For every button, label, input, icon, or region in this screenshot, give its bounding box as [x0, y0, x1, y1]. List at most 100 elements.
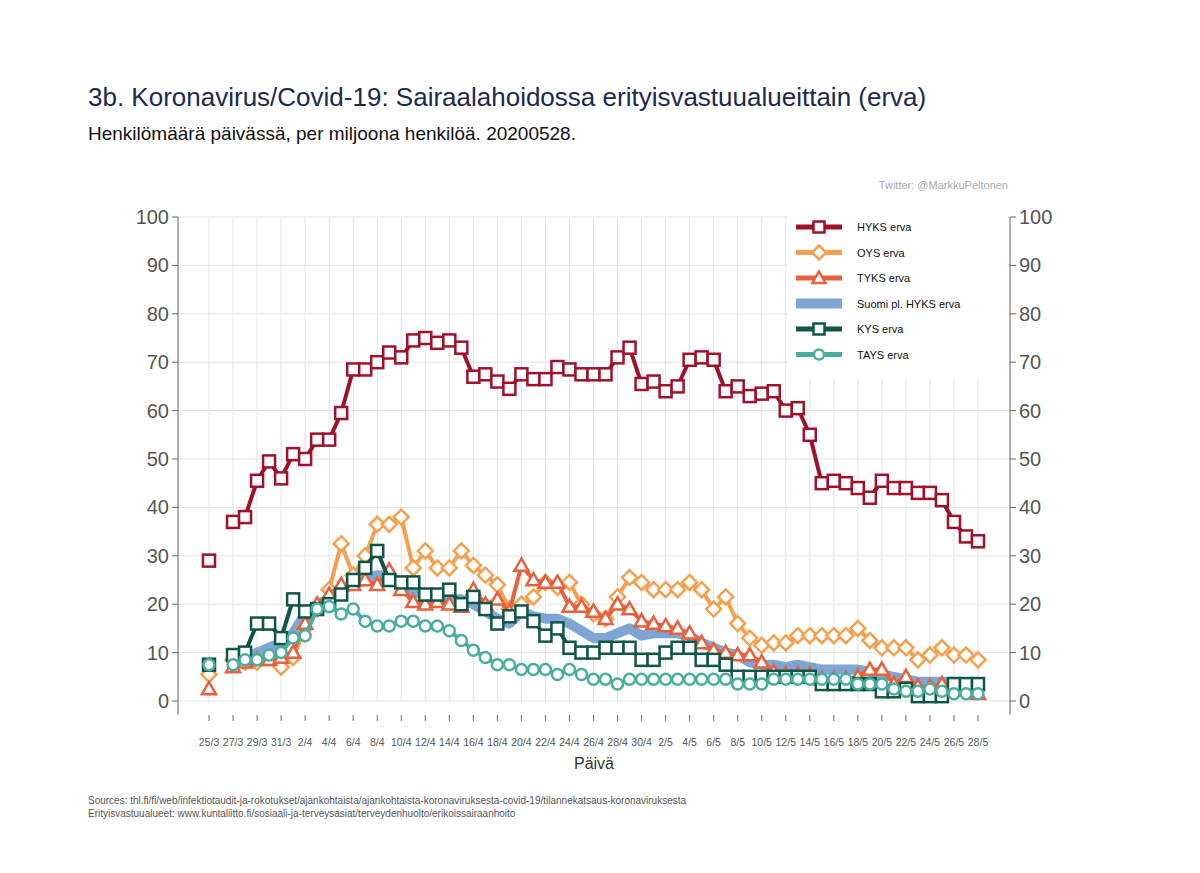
- x-tick-label: 29/3: [247, 736, 268, 748]
- marker: [288, 633, 299, 644]
- legend-label: OYS erva: [857, 247, 906, 259]
- marker: [503, 610, 515, 622]
- x-tick-label: 26/5: [944, 736, 965, 748]
- marker: [383, 347, 395, 359]
- marker: [552, 669, 563, 680]
- y2-tick-label: 100: [1019, 206, 1052, 228]
- marker: [600, 642, 612, 654]
- marker: [240, 654, 251, 665]
- marker: [275, 632, 287, 644]
- x-tick: [353, 715, 354, 721]
- source-note: Erityisvastuualueet: www.kuntaliitto.fi/…: [88, 808, 516, 819]
- marker: [647, 617, 661, 629]
- marker: [526, 589, 541, 604]
- marker: [720, 674, 731, 685]
- marker: [732, 679, 743, 690]
- marker: [564, 664, 575, 675]
- title: 3b. Koronavirus/Covid-19: Sairaalahoidos…: [88, 82, 926, 112]
- series-line: [233, 551, 978, 696]
- x-tick-label: 27/3: [223, 736, 244, 748]
- marker: [850, 621, 865, 636]
- marker: [395, 351, 407, 363]
- grid-line: [281, 217, 282, 701]
- marker: [587, 604, 601, 616]
- series: [204, 601, 984, 699]
- marker: [780, 674, 791, 685]
- marker: [442, 560, 457, 575]
- marker: [696, 674, 707, 685]
- x-tick: [497, 715, 498, 721]
- marker: [539, 373, 551, 385]
- marker: [323, 434, 335, 446]
- y2-tick-label: 10: [1019, 642, 1041, 664]
- marker: [888, 683, 899, 694]
- x-tick-label: 10/4: [391, 736, 412, 748]
- legend-label: HYKS erva: [857, 221, 912, 233]
- marker: [516, 664, 527, 675]
- marker: [563, 642, 575, 654]
- marker: [648, 674, 659, 685]
- legend-marker: [814, 324, 825, 335]
- marker: [456, 635, 467, 646]
- marker: [636, 378, 648, 390]
- grid-line: [233, 217, 234, 701]
- marker: [527, 373, 539, 385]
- marker: [443, 584, 455, 596]
- grid-line: [473, 217, 474, 701]
- x-tick-label: 12/5: [776, 736, 797, 748]
- marker: [226, 660, 240, 672]
- marker: [900, 482, 912, 494]
- legend-label: TYKS erva: [857, 272, 911, 284]
- marker: [828, 475, 840, 487]
- marker: [768, 385, 780, 397]
- marker: [515, 368, 527, 380]
- x-tick-label: 14/5: [800, 736, 821, 748]
- marker: [600, 674, 611, 685]
- x-tick-label: 6/5: [706, 736, 721, 748]
- x-tick-label: 4/5: [682, 736, 697, 748]
- series: [233, 575, 978, 686]
- series-line: [233, 575, 978, 686]
- marker: [720, 385, 732, 397]
- x-tick: [473, 715, 474, 721]
- marker: [672, 380, 684, 392]
- x-tick-label: 20/4: [511, 736, 532, 748]
- x-tick-label: 25/3: [199, 736, 220, 748]
- marker: [454, 543, 469, 558]
- marker: [251, 618, 263, 630]
- marker: [335, 407, 347, 419]
- marker: [574, 600, 588, 612]
- x-tick-label: 4/4: [322, 736, 337, 748]
- marker: [347, 574, 359, 586]
- marker: [515, 605, 527, 617]
- marker: [480, 652, 491, 663]
- marker: [684, 642, 696, 654]
- marker: [287, 593, 299, 605]
- marker: [612, 351, 624, 363]
- x-tick: [713, 715, 714, 721]
- legend-swatch: [796, 299, 842, 309]
- grid-line: [545, 217, 546, 701]
- x-tick: [233, 715, 234, 721]
- y2-tick-label: 0: [1019, 690, 1030, 712]
- marker: [898, 640, 913, 655]
- marker: [514, 558, 528, 570]
- marker: [420, 620, 431, 631]
- x-tick-label: 2/4: [298, 736, 313, 748]
- x-tick-label: 24/5: [920, 736, 941, 748]
- y2-tick: [1010, 652, 1016, 653]
- legend-marker: [813, 272, 826, 283]
- x-tick: [905, 715, 906, 721]
- x-tick: [593, 715, 594, 721]
- x-tick-label: 10/5: [752, 736, 773, 748]
- marker: [648, 376, 660, 388]
- marker: [202, 682, 216, 694]
- y-tick-label: 80: [147, 303, 169, 325]
- y-tick: [172, 507, 178, 508]
- x-tick: [617, 715, 618, 721]
- x-tick-label: 18/4: [487, 736, 508, 748]
- y-tick: [172, 459, 178, 460]
- marker: [455, 342, 467, 354]
- marker: [792, 674, 803, 685]
- marker: [371, 356, 383, 368]
